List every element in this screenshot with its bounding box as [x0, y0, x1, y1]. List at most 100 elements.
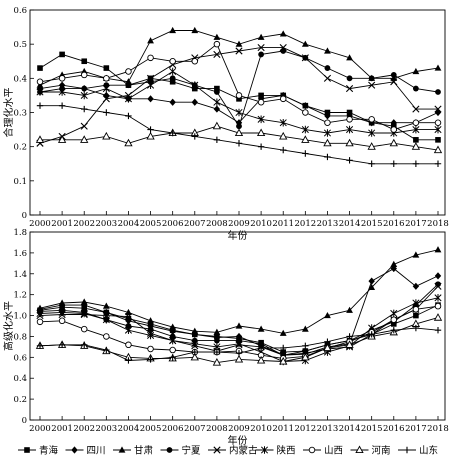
- top-point-宁夏-2002: [81, 85, 88, 92]
- bottom-x-tick-label: 2016: [383, 424, 405, 434]
- top-x-tick-label: 2011: [272, 219, 294, 229]
- bottom-y-tick-label: 0.2: [13, 395, 27, 405]
- top-point-青海-2009: [236, 96, 242, 102]
- bottom-y-tick-label: 0: [22, 416, 27, 426]
- top-point-山西-2001: [58, 75, 66, 82]
- top-point-内蒙古-2015: [368, 81, 376, 89]
- bottom-point-宁夏-2006: [169, 333, 176, 340]
- bottom-point-山西-2005: [147, 345, 154, 353]
- bottom-point-河南-2012: [301, 352, 310, 361]
- bottom-point-甘肃-2003: [102, 302, 110, 309]
- top-point-宁夏-2010: [258, 51, 265, 58]
- top-point-山东-2000: [36, 102, 44, 109]
- top-point-内蒙古-2012: [301, 54, 309, 62]
- top-y-axis-label: 合理化水平: [2, 88, 15, 138]
- bottom-point-宁夏-2018: [435, 281, 441, 288]
- top-x-axis-label: 年份: [228, 229, 248, 242]
- top-x-tick-label: 2006: [162, 219, 184, 229]
- bottom-point-山东-2016: [390, 326, 397, 334]
- bottom-point-四川-2003: [103, 308, 110, 317]
- top-point-河南-2012: [301, 135, 310, 143]
- top-point-山西-2000: [36, 78, 44, 85]
- bottom-x-tick-label: 2003: [96, 424, 118, 434]
- top-point-四川-2009: [235, 119, 243, 127]
- bottom-point-山东-2004: [125, 357, 132, 364]
- bottom-x-tick-label: 2006: [162, 424, 184, 434]
- bottom-point-甘肃-2008: [213, 328, 221, 335]
- top-point-甘肃-2014: [346, 54, 353, 61]
- top-point-陕西-2014: [346, 125, 354, 134]
- top-point-山西-2011: [279, 95, 287, 103]
- top-point-甘肃-2013: [324, 47, 331, 54]
- legend-label: 甘肃: [134, 445, 153, 457]
- top-point-宁夏-2018: [435, 89, 441, 95]
- top-y-tick-label: 0.6: [13, 6, 27, 16]
- bottom-point-山东-2014: [346, 333, 353, 340]
- bottom-point-山东-2012: [302, 342, 309, 350]
- top-point-四川-2012: [302, 102, 309, 110]
- bottom-point-内蒙古-2004: [124, 313, 133, 321]
- bottom-plot-frame: [29, 231, 446, 421]
- bottom-point-甘肃-2004: [125, 308, 132, 316]
- top-point-山西-2008: [213, 40, 221, 48]
- bottom-point-河南-2010: [256, 355, 266, 364]
- top-point-甘肃-2010: [257, 33, 265, 40]
- bottom-point-山东-2018: [434, 326, 442, 334]
- bottom-point-山西-2004: [125, 341, 132, 349]
- legend-item-山西: 山西: [303, 446, 343, 457]
- top-point-青海-2008: [214, 85, 220, 92]
- top-series-陕西: [36, 67, 442, 137]
- top-line-山西: [39, 43, 438, 131]
- top-x-tick-label: 2004: [118, 219, 140, 229]
- bottom-point-陕西-2016: [390, 309, 398, 318]
- bottom-point-山东-2013: [324, 338, 331, 345]
- top-point-四川-2003: [103, 91, 110, 100]
- top-series-宁夏: [37, 48, 441, 130]
- legend-item-四川: 四川: [65, 446, 106, 457]
- bottom-point-河南-2008: [212, 358, 222, 366]
- bottom-point-陕西-2006: [169, 336, 177, 345]
- top-point-山西-2003: [103, 75, 110, 82]
- top-point-四川-2008: [213, 105, 221, 113]
- bottom-point-四川-2007: [191, 330, 198, 338]
- top-point-河南-2016: [389, 138, 398, 147]
- top-point-四川-2005: [147, 95, 154, 103]
- top-point-山东-2006: [169, 129, 176, 137]
- bottom-x-tick-label: 2015: [361, 424, 383, 434]
- bottom-point-山西-2003: [103, 333, 110, 340]
- top-point-山西-2007: [191, 58, 199, 65]
- bottom-point-陕西-2005: [147, 331, 155, 340]
- top-point-四川-2007: [191, 98, 198, 106]
- top-point-甘肃-2017: [412, 67, 420, 75]
- bottom-point-陕西-2018: [434, 294, 442, 302]
- bottom-point-山西-2006: [169, 346, 176, 354]
- bottom-point-山东-2010: [257, 344, 265, 352]
- top-point-甘肃-2018: [434, 64, 442, 71]
- top-point-河南-2005: [146, 131, 155, 140]
- bottom-y-tick-label: 1.0: [13, 312, 27, 322]
- legend-item-宁夏: 宁夏: [160, 445, 201, 457]
- top-point-陕西-2015: [368, 129, 376, 137]
- bottom-x-tick-label: 2005: [140, 424, 162, 434]
- bottom-point-甘肃-2018: [434, 246, 442, 253]
- top-point-四川-2018: [434, 108, 442, 117]
- bottom-x-tick-label: 2011: [272, 424, 294, 434]
- bottom-y-tick-label: 1.4: [13, 270, 27, 280]
- top-x-tick-label: 2013: [317, 219, 339, 229]
- legend-item-青海: 青海: [18, 445, 59, 457]
- top-point-内蒙古-2018: [434, 105, 442, 113]
- top-point-河南-2017: [411, 142, 421, 150]
- bottom-point-山西-2001: [58, 317, 66, 325]
- top-point-山西-2010: [257, 98, 265, 106]
- bottom-point-山东-2008: [213, 348, 221, 356]
- top-point-河南-2011: [279, 131, 288, 140]
- bottom-x-tick-label: 2008: [206, 424, 228, 434]
- top-point-四川-2013: [324, 112, 331, 120]
- top-point-山东-2015: [368, 160, 375, 167]
- top-point-山东-2016: [390, 160, 397, 167]
- top-point-甘肃-2007: [191, 26, 199, 34]
- legend-label: 河南: [372, 445, 391, 457]
- top-point-陕西-2012: [301, 125, 309, 134]
- legend-label: 山西: [324, 446, 343, 457]
- top-y-tick-label: 0.4: [13, 74, 27, 84]
